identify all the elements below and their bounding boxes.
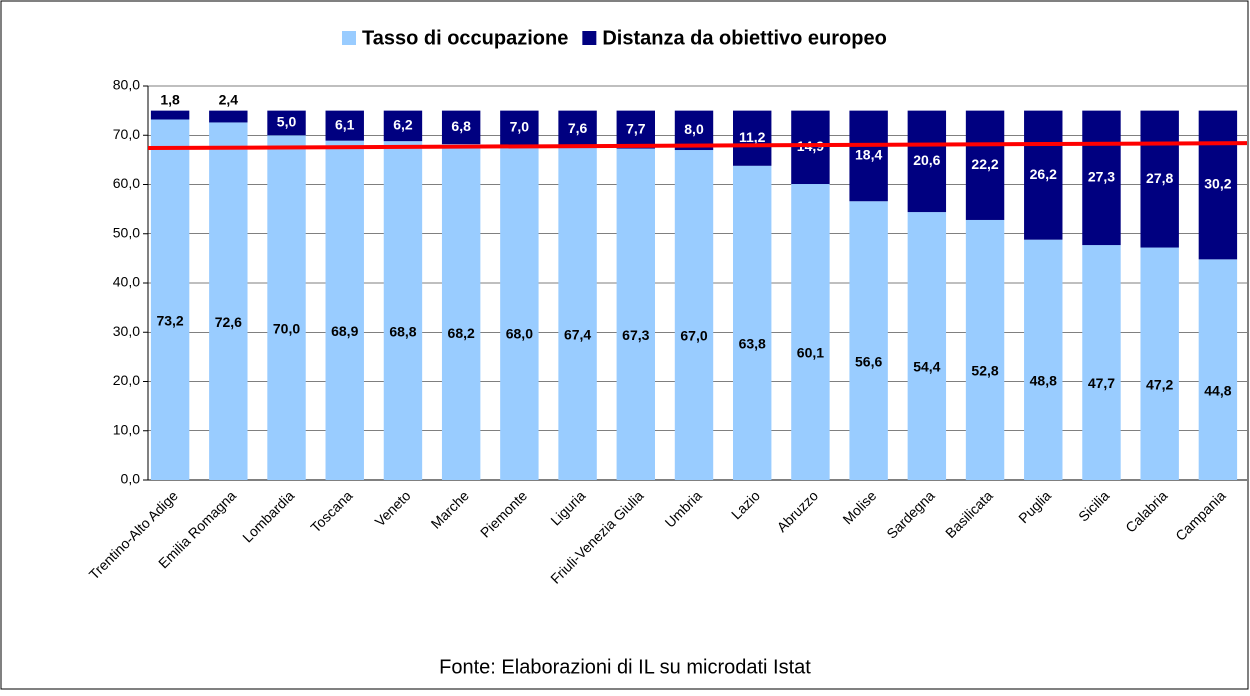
value-label: 30,2 xyxy=(1204,176,1231,192)
bar-segment xyxy=(150,110,190,120)
bar-segment xyxy=(150,119,190,481)
bar-segment xyxy=(558,148,597,480)
value-label: 68,0 xyxy=(506,325,533,341)
y-tick-label: 10,0 xyxy=(113,421,140,437)
y-tick-label: 60,0 xyxy=(113,175,140,191)
value-label: 63,8 xyxy=(739,336,766,352)
y-tick-label: 0,0 xyxy=(121,471,141,487)
bar-segment xyxy=(325,110,364,141)
legend-swatch xyxy=(342,31,356,45)
value-label: 6,2 xyxy=(393,117,413,133)
bar-segment xyxy=(325,140,364,481)
reference-line xyxy=(147,141,1248,151)
bar-segment xyxy=(674,110,714,151)
bar-segment xyxy=(383,141,423,480)
value-label: 5,0 xyxy=(277,114,297,130)
bar-segment xyxy=(791,184,830,480)
value-label: 2,4 xyxy=(219,91,239,107)
value-label: 67,3 xyxy=(622,327,649,343)
value-label: 72,6 xyxy=(215,314,242,330)
bar-segment xyxy=(209,110,248,123)
bar-segment xyxy=(674,150,714,480)
value-label: 7,0 xyxy=(510,119,530,135)
value-label: 47,2 xyxy=(1146,376,1173,392)
value-label: 73,2 xyxy=(156,312,183,328)
value-label: 27,3 xyxy=(1088,169,1115,185)
bar-segment xyxy=(267,135,306,480)
bar-segment xyxy=(1198,259,1238,480)
bar-segment xyxy=(907,110,947,213)
source-note: Fonte: Elaborazioni di IL su microdati I… xyxy=(439,656,811,678)
value-label: 44,8 xyxy=(1204,382,1231,398)
value-label: 52,8 xyxy=(971,363,998,379)
bar-segment xyxy=(965,219,1005,480)
bar-segment xyxy=(907,212,947,480)
value-label: 18,4 xyxy=(855,147,882,163)
value-label: 6,8 xyxy=(451,118,471,134)
y-tick-label: 50,0 xyxy=(113,224,140,240)
bar-segment xyxy=(1140,247,1179,480)
y-tick-label: 80,0 xyxy=(113,77,140,93)
bar-segment xyxy=(616,148,655,481)
bar-segment xyxy=(849,201,888,480)
bar-segment xyxy=(1140,110,1179,248)
value-label: 68,8 xyxy=(389,323,416,339)
bar-segment xyxy=(791,110,830,185)
bar-segment xyxy=(383,110,423,142)
bar-segment xyxy=(558,110,597,149)
bar-segment xyxy=(441,110,481,145)
bar-segment xyxy=(1024,110,1063,240)
y-tick-label: 70,0 xyxy=(113,126,140,142)
bar-segment xyxy=(965,110,1005,220)
value-label: 7,6 xyxy=(568,120,588,136)
value-label: 22,2 xyxy=(971,156,998,172)
bar-segment xyxy=(1024,239,1063,480)
value-label: 26,2 xyxy=(1030,166,1057,182)
legend-swatch xyxy=(582,31,597,45)
value-label: 48,8 xyxy=(1030,373,1057,389)
bar-segment xyxy=(441,144,481,481)
value-label: 1,8 xyxy=(160,91,180,107)
bar-segment xyxy=(209,122,248,480)
bar-segment xyxy=(267,110,306,136)
value-label: 20,6 xyxy=(913,152,940,168)
bar-segment xyxy=(1198,110,1238,260)
bar-segment xyxy=(1082,110,1121,246)
value-label: 67,4 xyxy=(564,327,591,343)
y-tick-label: 40,0 xyxy=(113,274,140,290)
value-label: 70,0 xyxy=(273,320,300,336)
value-label: 54,4 xyxy=(913,359,940,375)
bar-segment xyxy=(1082,245,1121,480)
bar-segment xyxy=(733,110,772,166)
value-label: 11,2 xyxy=(739,129,766,145)
bar-segment xyxy=(733,165,772,480)
legend-label: Distanza da obiettivo europeo xyxy=(602,27,886,49)
value-label: 6,1 xyxy=(335,116,355,132)
y-tick-label: 20,0 xyxy=(113,372,140,388)
y-tick-label: 30,0 xyxy=(113,323,140,339)
legend-label: Tasso di occupazione xyxy=(362,27,568,49)
bar-segment xyxy=(849,110,888,202)
value-label: 68,9 xyxy=(331,323,358,339)
value-label: 56,6 xyxy=(855,353,882,369)
value-label: 7,7 xyxy=(626,120,646,136)
bar-segment xyxy=(500,145,539,480)
value-label: 67,0 xyxy=(680,328,707,344)
value-label: 60,1 xyxy=(797,345,824,361)
value-label: 27,8 xyxy=(1146,170,1173,186)
value-label: 8,0 xyxy=(684,121,704,137)
bar-segment xyxy=(616,110,655,149)
value-label: 68,2 xyxy=(448,325,475,341)
bar-segment xyxy=(500,110,539,146)
value-label: 47,7 xyxy=(1088,375,1115,391)
